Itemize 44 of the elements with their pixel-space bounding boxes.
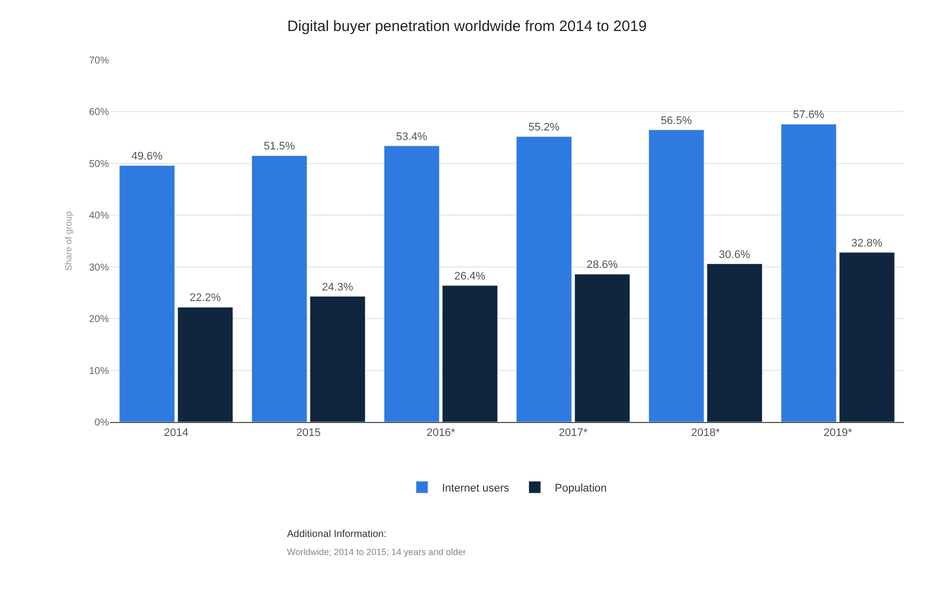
bar [516,136,572,422]
x-tick-label: 2015 [296,427,321,440]
data-label: 53.4% [396,130,428,143]
data-label: 57.6% [793,109,824,122]
data-label: 26.4% [454,270,486,282]
x-tick-label: 2016* [426,427,456,440]
y-axis-title: Share of group [63,211,74,271]
bar [442,285,498,422]
bar [574,274,630,422]
bar [119,165,175,422]
bar [706,264,763,422]
data-label: 22.2% [190,292,221,304]
bar [251,155,308,422]
data-label: 51.5% [264,140,296,153]
data-label: 30.6% [718,248,750,261]
text: Additional Information: [287,529,387,540]
y-tick-label: 50% [88,158,110,170]
bar [310,296,366,422]
x-tick-label: 2014 [164,427,188,440]
y-tick-label: 30% [88,262,110,274]
data-label: 24.3% [322,281,354,294]
bar [648,130,704,422]
y-tick-label: 20% [88,314,110,326]
text: Worldwide; 2014 to 2015; 14 years and older [287,547,466,557]
data-label: 32.8% [851,237,883,250]
bar [839,252,895,422]
legend-label: Internet users [442,482,510,494]
y-tick-label: 40% [88,210,110,222]
data-label: 56.5% [660,114,692,127]
y-tick-label: 0% [94,418,110,428]
x-tick-label: 2017* [558,427,588,440]
bar [780,124,837,422]
x-tick-label: 2019* [823,427,853,440]
chart-title: Digital buyer penetration worldwide from 2014 to 2019 [287,18,647,36]
data-label: 49.6% [131,150,163,162]
y-tick-label: 60% [88,107,110,118]
data-label: 28.6% [586,259,618,272]
y-tick-label: 10% [88,366,110,377]
y-tick-label: 70% [88,56,110,66]
bar [384,146,440,422]
x-tick-label: 2018* [691,427,721,440]
bar [177,306,234,422]
data-label: 55.2% [528,122,560,134]
legend-label: Population [554,482,607,494]
